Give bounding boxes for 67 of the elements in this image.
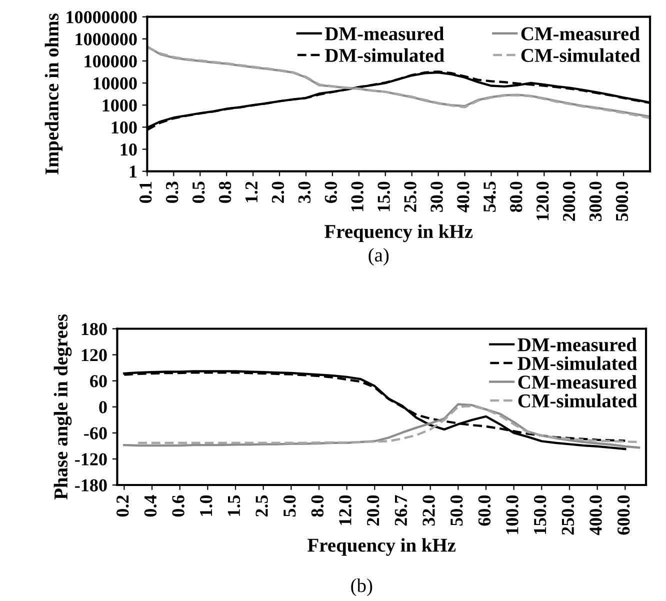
- x-tick-label: 32.0: [422, 495, 435, 526]
- x-tick-label: 8.0: [311, 495, 324, 517]
- x-tick-label: 1.5: [228, 495, 240, 516]
- y-tick-label: 100000: [84, 55, 137, 68]
- y-tick-label: -180: [75, 479, 107, 492]
- x-tick-label: 15.0: [378, 182, 390, 212]
- x-tick-label: 1.0: [200, 495, 212, 516]
- y-tick-label: -60: [84, 427, 107, 440]
- y-tick-label: 10: [120, 143, 137, 156]
- y-tick-label: 180: [82, 323, 107, 336]
- x-tick-label: 0.1: [140, 182, 152, 203]
- x-tick-label: 5.0: [284, 495, 296, 517]
- y-axis-title: Phase angle in degrees: [54, 314, 72, 500]
- x-tick-label: 0.2: [116, 496, 129, 517]
- legend-label: DM-measured: [518, 338, 637, 352]
- x-tick-label: 600.0: [617, 495, 630, 535]
- x-tick-label: 0.6: [172, 495, 184, 517]
- y-tick-label: -120: [75, 453, 107, 466]
- y-tick-label: 60: [90, 375, 107, 388]
- x-tick-label: 10.0: [351, 182, 364, 212]
- legend-label: DM-simulated: [518, 356, 638, 370]
- x-tick-label: 26.7: [394, 495, 408, 526]
- x-tick-label: 0.5: [192, 182, 205, 203]
- y-tick-label: 1000000: [76, 33, 137, 46]
- x-tick-label: 40.0: [457, 182, 470, 212]
- x-tick-label: 200.0: [562, 182, 576, 221]
- x-tick-label: 300.0: [589, 182, 602, 221]
- y-tick-label: 1: [130, 166, 137, 178]
- x-tick-label: 80.0: [510, 182, 522, 212]
- x-tick-label: 60.0: [478, 495, 491, 526]
- x-tick-label: 54.5: [484, 182, 496, 212]
- x-tick-label: 6.0: [324, 182, 338, 203]
- x-tick-label: 150.0: [534, 495, 546, 534]
- y-tick-label: 1000: [102, 99, 137, 112]
- y-tick-label: 120: [82, 349, 107, 362]
- y-tick-label: 10000000: [66, 11, 137, 24]
- x-axis-title: Frequency in kHz: [308, 538, 456, 556]
- x-tick-label: 20.0: [366, 495, 380, 526]
- x-tick-label: 0.4: [144, 495, 157, 517]
- x-axis-title: Frequency in kHz: [324, 224, 473, 242]
- x-tick-label: 25.0: [404, 182, 416, 212]
- legend-label: CM-simulated: [518, 394, 638, 408]
- legend-label: DM-measured: [325, 26, 444, 40]
- x-tick-label: 2.0: [272, 182, 284, 203]
- legend-label: CM-simulated: [521, 48, 640, 62]
- x-tick-label: 12.0: [339, 495, 352, 525]
- x-tick-label: 30.0: [430, 182, 443, 212]
- x-tick-label: 3.0: [298, 182, 311, 203]
- x-tick-label: 400.0: [590, 495, 602, 536]
- x-tick-label: 120.0: [536, 182, 549, 220]
- x-tick-label: 500.0: [616, 182, 628, 221]
- x-tick-label: 50.0: [450, 495, 463, 526]
- y-tick-label: 100: [112, 121, 137, 134]
- legend-label: CM-measured: [518, 375, 637, 389]
- y-axis-title: Impedance in ohms: [44, 14, 62, 174]
- y-tick-label: 10000: [94, 77, 137, 90]
- legend-label: DM-simulated: [325, 48, 444, 62]
- text: (b): [351, 578, 372, 596]
- x-tick-label: 2.5: [256, 495, 268, 517]
- text: (a): [368, 248, 389, 266]
- x-tick-label: 0.8: [218, 182, 232, 203]
- y-tick-label: 0: [99, 401, 107, 414]
- legend-label: CM-measured: [521, 26, 640, 40]
- x-tick-label: 100.0: [506, 495, 518, 534]
- x-tick-label: 0.3: [166, 182, 178, 203]
- x-tick-label: 1.2: [245, 182, 258, 202]
- x-tick-label: 250.0: [562, 495, 574, 535]
